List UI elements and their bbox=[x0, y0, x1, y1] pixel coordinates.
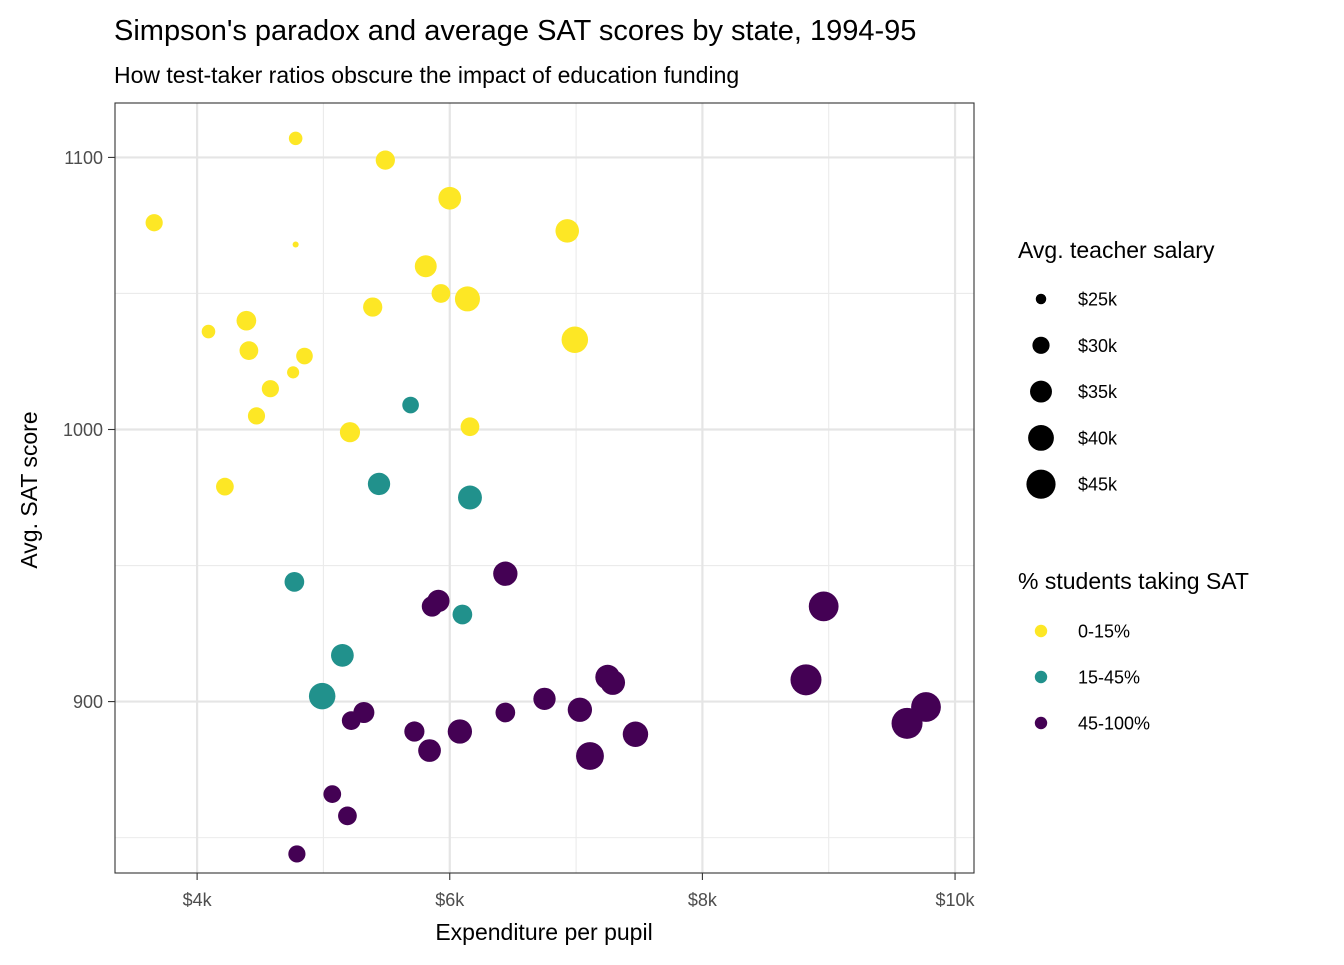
data-point bbox=[790, 664, 822, 696]
data-point bbox=[555, 219, 580, 243]
data-point bbox=[431, 284, 451, 303]
data-point bbox=[421, 596, 443, 617]
color-legend-key bbox=[1034, 624, 1048, 638]
size-legend-label: $45k bbox=[1078, 475, 1118, 495]
data-point bbox=[891, 707, 923, 739]
plot-panel-border bbox=[114, 102, 975, 874]
data-point bbox=[288, 845, 306, 863]
data-point bbox=[375, 150, 395, 170]
data-point bbox=[261, 380, 279, 398]
size-legend-title: Avg. teacher salary bbox=[1018, 237, 1215, 263]
data-point bbox=[808, 591, 839, 622]
data-point bbox=[323, 785, 342, 803]
size-legend-label: $25k bbox=[1078, 290, 1118, 310]
data-point bbox=[414, 255, 437, 278]
color-legend-title: % students taking SAT bbox=[1018, 568, 1249, 594]
data-point bbox=[287, 366, 300, 379]
data-point bbox=[201, 324, 216, 339]
x-tick-label: $6k bbox=[435, 890, 465, 910]
data-point bbox=[236, 310, 257, 331]
data-point bbox=[447, 719, 473, 744]
data-point bbox=[145, 214, 163, 232]
data-points bbox=[145, 131, 941, 863]
x-tick-label: $8k bbox=[688, 890, 718, 910]
data-point bbox=[418, 739, 441, 762]
plot-panel bbox=[115, 103, 974, 873]
data-point bbox=[438, 186, 462, 210]
data-point bbox=[367, 472, 391, 496]
data-point bbox=[331, 643, 354, 667]
x-tick-label: $10k bbox=[936, 890, 976, 910]
data-point bbox=[404, 721, 425, 742]
size-legend-key bbox=[1030, 380, 1052, 403]
data-point bbox=[308, 682, 336, 710]
data-point bbox=[341, 711, 361, 731]
y-tick-label: 900 bbox=[73, 692, 103, 712]
y-axis-label: Avg. SAT score bbox=[16, 411, 42, 568]
data-point bbox=[460, 417, 480, 437]
size-legend: Avg. teacher salary $25k $30k $35k $40k $45k bbox=[1018, 237, 1215, 499]
data-point bbox=[296, 347, 313, 365]
size-legend-key bbox=[1035, 293, 1047, 305]
color-legend-label: 15-45% bbox=[1078, 668, 1140, 688]
data-point bbox=[622, 721, 649, 747]
size-legend-label: $30k bbox=[1078, 336, 1118, 356]
data-point bbox=[402, 396, 419, 414]
data-point bbox=[454, 286, 480, 312]
color-legend-label: 45-100% bbox=[1078, 714, 1150, 734]
y-tick-label: 1100 bbox=[64, 148, 103, 168]
data-point bbox=[288, 131, 303, 146]
color-legend-label: 0-15% bbox=[1078, 622, 1130, 642]
data-point bbox=[292, 241, 299, 248]
data-point bbox=[567, 697, 593, 722]
size-legend-key bbox=[1032, 336, 1050, 354]
data-point bbox=[338, 806, 357, 826]
size-legend-label: $40k bbox=[1078, 428, 1118, 448]
chart-subtitle: How test-taker ratios obscure the impact… bbox=[114, 62, 739, 88]
axes: $4k $6k $8k $10k 900 1000 1100 bbox=[63, 148, 976, 910]
data-point bbox=[576, 742, 604, 770]
color-legend-key bbox=[1034, 716, 1048, 730]
chart-title: Simpson's paradox and average SAT scores… bbox=[114, 15, 916, 47]
data-point bbox=[452, 604, 473, 625]
data-point bbox=[363, 297, 383, 317]
size-legend-key bbox=[1026, 469, 1056, 499]
x-axis-label: Expenditure per pupil bbox=[435, 919, 652, 945]
data-point bbox=[495, 702, 516, 723]
size-legend-label: $35k bbox=[1078, 382, 1118, 402]
color-legend: % students taking SAT 0-15% 15-45% 45-100% bbox=[1018, 568, 1249, 734]
data-point bbox=[561, 326, 589, 353]
data-point bbox=[458, 485, 482, 510]
y-tick-label: 1000 bbox=[63, 420, 103, 440]
x-tick-label: $4k bbox=[183, 890, 213, 910]
data-point bbox=[533, 687, 556, 711]
data-point bbox=[284, 572, 305, 592]
data-point bbox=[600, 670, 626, 695]
data-point bbox=[339, 422, 361, 443]
data-point bbox=[493, 561, 518, 586]
data-point bbox=[239, 341, 259, 360]
data-point bbox=[216, 477, 234, 496]
data-point bbox=[247, 407, 266, 425]
size-legend-key bbox=[1028, 425, 1054, 451]
color-legend-key bbox=[1034, 670, 1048, 684]
